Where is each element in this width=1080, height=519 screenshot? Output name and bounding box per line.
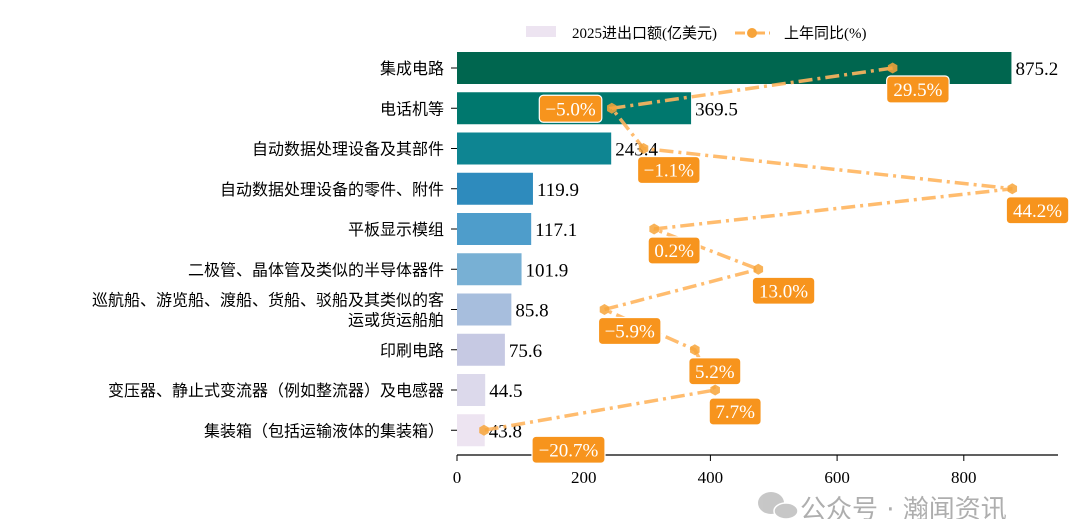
yoy-marker [599, 304, 610, 315]
category-label: 自动数据处理设备及其部件 [252, 141, 444, 159]
legend-label-line: 上年同比(%) [784, 25, 867, 42]
bar [457, 213, 532, 245]
yoy-label-box [751, 276, 816, 305]
yoy-label: −5.0% [545, 99, 595, 120]
bar-value-label: 101.9 [526, 260, 569, 281]
yoy-marker [479, 424, 489, 436]
yoy-label-box [636, 155, 701, 185]
yoy-label-box [647, 236, 701, 265]
yoy-marker [1007, 183, 1018, 195]
category-label: 巡航船、游览船、渡船、货船、驳船及其类似的客 [92, 292, 444, 310]
category-label: 集装箱（包括运输液体的集装箱） [204, 422, 444, 440]
bar-value-label: 243.4 [615, 140, 658, 161]
yoy-marker [710, 384, 720, 396]
yoy-label: 0.2% [654, 241, 694, 262]
wechat-icon [758, 492, 799, 519]
bar-value-label: 117.1 [535, 220, 577, 241]
legend-marker [747, 28, 757, 38]
x-tick-label: 200 [571, 468, 597, 487]
category-label: 电话机等 [380, 100, 444, 118]
yoy-label: 44.2% [1013, 201, 1062, 222]
category-label: 自动数据处理设备的零件、附件 [220, 181, 444, 199]
x-tick-label: 0 [453, 468, 462, 487]
legend: 2025进出口额(亿美元) 上年同比(%) [526, 25, 867, 42]
bar-value-label: 369.5 [695, 99, 738, 120]
yoy-marker [753, 263, 764, 275]
bar-value-label: 75.6 [509, 341, 542, 362]
yoy-label-box [886, 75, 950, 104]
category-label: 运或货运船舶 [348, 312, 444, 330]
yoy-marker [607, 102, 617, 114]
category-label: 二极管、晶体管及类似的半导体器件 [188, 261, 444, 279]
yoy-marker [649, 223, 659, 235]
yoy-label: 7.7% [715, 402, 755, 423]
yoy-marker [690, 344, 700, 356]
x-tick-label: 800 [951, 468, 977, 487]
x-tick-label: 600 [824, 468, 850, 487]
yoy-label: 13.0% [759, 281, 808, 302]
watermark: 公众号 · 瀚闻资讯 [758, 492, 1007, 519]
yoy-label-box [708, 397, 762, 426]
bar [457, 172, 533, 205]
bar [457, 132, 612, 165]
category-label: 印刷电路 [380, 342, 444, 360]
yoy-label: 29.5% [893, 80, 942, 101]
yoy-label: −20.7% [539, 440, 599, 461]
yoy-label-box [538, 94, 603, 123]
watermark-text: 公众号 · 瀚闻资讯 [800, 495, 1007, 519]
yoy-label: 5.2% [695, 362, 735, 383]
yoy-label-box [1005, 196, 1070, 225]
bar-value-label: 85.8 [515, 301, 548, 322]
category-label: 变压器、静止式变流器（例如整流器）及电感器 [108, 382, 444, 400]
bar-value-label: 875.2 [1015, 59, 1058, 80]
x-tick-label: 400 [698, 468, 724, 487]
yoy-label: −1.1% [644, 161, 694, 182]
category-label: 集成电路 [380, 60, 444, 78]
yoy-label-box [597, 316, 662, 346]
bar-value-label: 119.9 [537, 180, 579, 201]
yoy-marker [887, 62, 898, 74]
bar [457, 253, 522, 286]
legend-label-bar: 2025进出口额(亿美元) [572, 25, 717, 42]
yoy-label: −5.9% [605, 322, 655, 343]
yoy-marker [638, 143, 649, 154]
bar [457, 293, 512, 326]
bar [457, 333, 505, 366]
yoy-label-box [531, 435, 606, 464]
bar-value-label: 44.5 [489, 381, 522, 402]
category-label: 平板显示模组 [348, 221, 444, 239]
bar [457, 374, 486, 406]
legend-swatch-bar [526, 26, 556, 37]
